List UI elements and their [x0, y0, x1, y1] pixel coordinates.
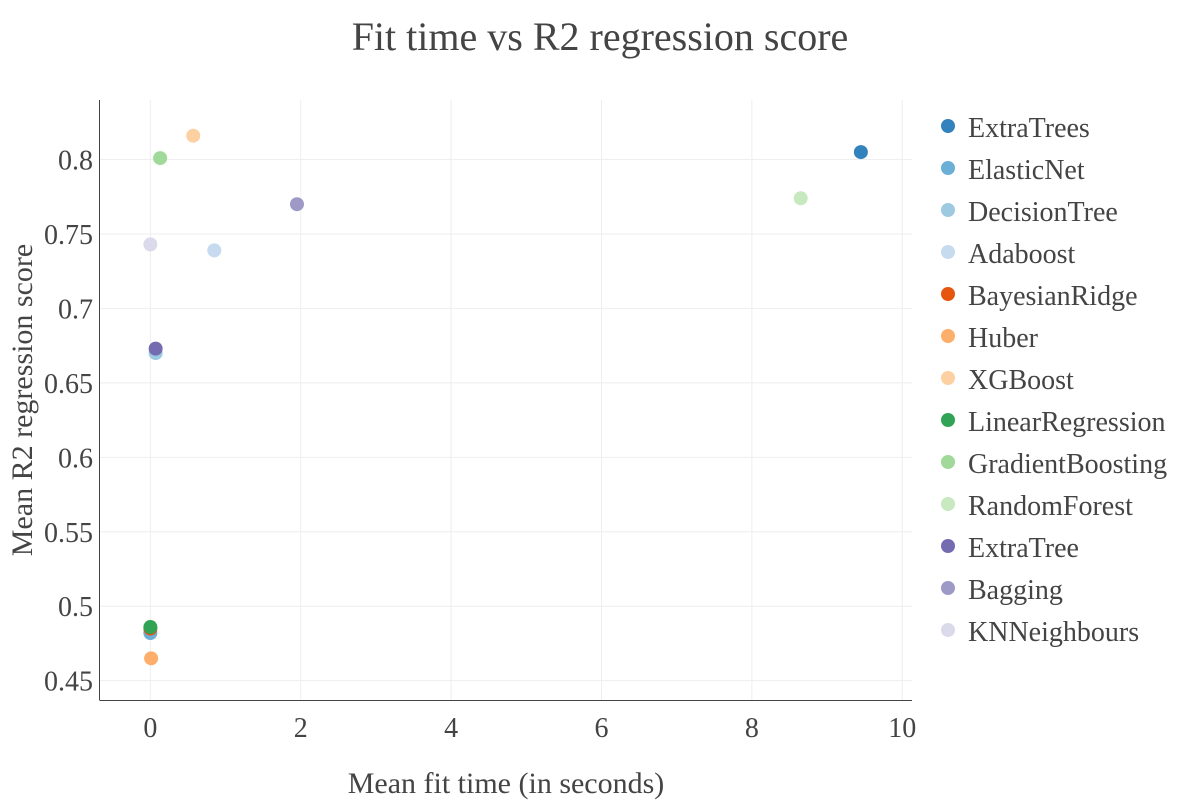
legend-marker	[941, 371, 955, 385]
legend-label: Adaboost	[968, 239, 1076, 270]
data-point	[153, 151, 168, 166]
y-tick-label: 0.45	[44, 667, 93, 698]
y-tick-labels: 0.45 0.5 0.55 0.6 0.65 0.7 0.75 0.8	[44, 146, 93, 698]
gridlines	[100, 100, 912, 700]
legend-marker	[941, 161, 955, 175]
legend-label: KNNeighbours	[968, 617, 1139, 648]
legend-label: Huber	[968, 323, 1039, 354]
y-axis-label: Mean R2 regression score	[6, 244, 39, 556]
x-tick-label: 6	[594, 713, 608, 744]
data-point	[207, 243, 222, 258]
y-tick-label: 0.55	[44, 518, 93, 549]
x-tick-label: 2	[294, 713, 308, 744]
legend-marker	[941, 413, 955, 427]
chart-title: Fit time vs R2 regression score	[352, 14, 849, 59]
legend-marker	[941, 203, 955, 217]
legend-label: BayesianRidge	[968, 281, 1138, 312]
legend-marker	[941, 581, 955, 595]
x-axis-label: Mean fit time (in seconds)	[348, 767, 665, 800]
legend-marker	[941, 623, 955, 637]
legend-label: DecisionTree	[968, 197, 1118, 228]
y-tick-label: 0.65	[44, 369, 93, 400]
legend-marker	[941, 539, 955, 553]
data-point	[793, 191, 808, 206]
legend-label: ExtraTree	[968, 533, 1079, 564]
legend-marker	[941, 455, 955, 469]
x-tick-label: 10	[888, 713, 916, 744]
x-tick-label: 8	[745, 713, 759, 744]
legend-marker	[941, 497, 955, 511]
legend-marker	[941, 245, 955, 259]
y-tick-label: 0.8	[58, 146, 93, 177]
x-tick-labels: 0 2 4 6 8 10	[143, 713, 916, 744]
legend: ExtraTrees ElasticNet DecisionTree Adaboost…	[941, 113, 1167, 648]
legend-label: ElasticNet	[968, 155, 1085, 186]
legend-label: GradientBoosting	[968, 449, 1167, 480]
y-tick-label: 0.5	[58, 592, 93, 623]
legend-label: XGBoost	[968, 365, 1074, 396]
data-point	[144, 651, 159, 666]
data-point	[143, 620, 158, 635]
y-tick-label: 0.75	[44, 220, 93, 251]
legend-label: Bagging	[968, 575, 1063, 606]
data-point	[186, 128, 201, 143]
y-tick-label: 0.7	[58, 294, 93, 325]
legend-label: LinearRegression	[968, 407, 1166, 438]
legend-marker	[941, 119, 955, 133]
data-point	[853, 145, 868, 160]
x-tick-label: 0	[143, 713, 157, 744]
legend-marker	[941, 329, 955, 343]
y-tick-label: 0.6	[58, 443, 93, 474]
data-point	[148, 341, 163, 356]
legend-marker	[941, 287, 955, 301]
legend-label: ExtraTrees	[968, 113, 1090, 144]
data-point	[289, 197, 304, 212]
data-point	[143, 237, 158, 252]
data-points	[143, 128, 868, 666]
x-tick-label: 4	[444, 713, 458, 744]
legend-label: RandomForest	[968, 491, 1133, 522]
